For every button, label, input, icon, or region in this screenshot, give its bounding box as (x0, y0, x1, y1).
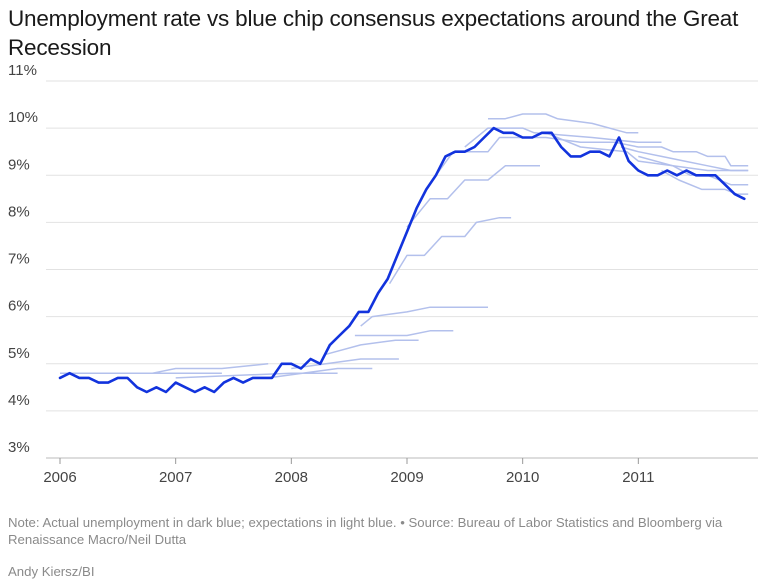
x-tick-label: 2011 (622, 469, 654, 486)
x-axis-ticks: 2006 2007 2008 2009 2010 2011 (43, 458, 654, 486)
expectation-line (325, 339, 419, 356)
expectation-line (388, 216, 512, 284)
y-tick-label: 8% (8, 203, 30, 220)
expectation-line (661, 169, 749, 195)
y-tick-label: 7% (8, 251, 30, 268)
y-tick-label: 11% (8, 62, 37, 79)
y-tick-label: 6% (8, 298, 30, 315)
grid-lines (46, 80, 758, 459)
expectation-line (464, 127, 662, 148)
y-tick-label: 5% (8, 345, 30, 362)
expectation-line (615, 141, 749, 167)
expectation-line (175, 372, 338, 379)
y-axis-ticks: 3% 4% 5% 6% 7% 8% 9% 10% 11% (8, 62, 38, 456)
y-tick-label: 9% (8, 156, 30, 173)
chart-note: Note: Actual unemployment in dark blue; … (8, 515, 723, 547)
x-tick-label: 2006 (43, 469, 76, 486)
line-chart: 3% 4% 5% 6% 7% 8% 9% 10% 11% 2006 2007 2008 2009 201… (8, 62, 758, 486)
y-tick-label: 3% (8, 439, 30, 456)
expectation-line (268, 367, 373, 379)
expectation-line (488, 113, 639, 134)
chart-credit: Andy Kiersz/BI (8, 564, 95, 579)
x-tick-label: 2008 (275, 469, 308, 486)
expectation-line (435, 136, 616, 176)
y-tick-label: 4% (8, 392, 30, 409)
expectation-line (545, 132, 749, 172)
actual-unemployment-line (58, 126, 746, 394)
expectation-line (406, 165, 540, 228)
x-tick-label: 2010 (506, 469, 539, 486)
expectation-lines (60, 113, 749, 379)
expectation-line (60, 363, 269, 374)
expectation-line (360, 306, 488, 327)
expectation-line (620, 146, 749, 172)
y-tick-label: 10% (8, 109, 38, 126)
actual-line-group (58, 126, 746, 394)
chart-title: Unemployment rate vs blue chip consensus… (8, 6, 739, 60)
expectation-line (354, 330, 454, 337)
x-tick-label: 2007 (159, 469, 192, 486)
x-tick-label: 2009 (390, 469, 423, 486)
expectation-line (291, 358, 399, 370)
